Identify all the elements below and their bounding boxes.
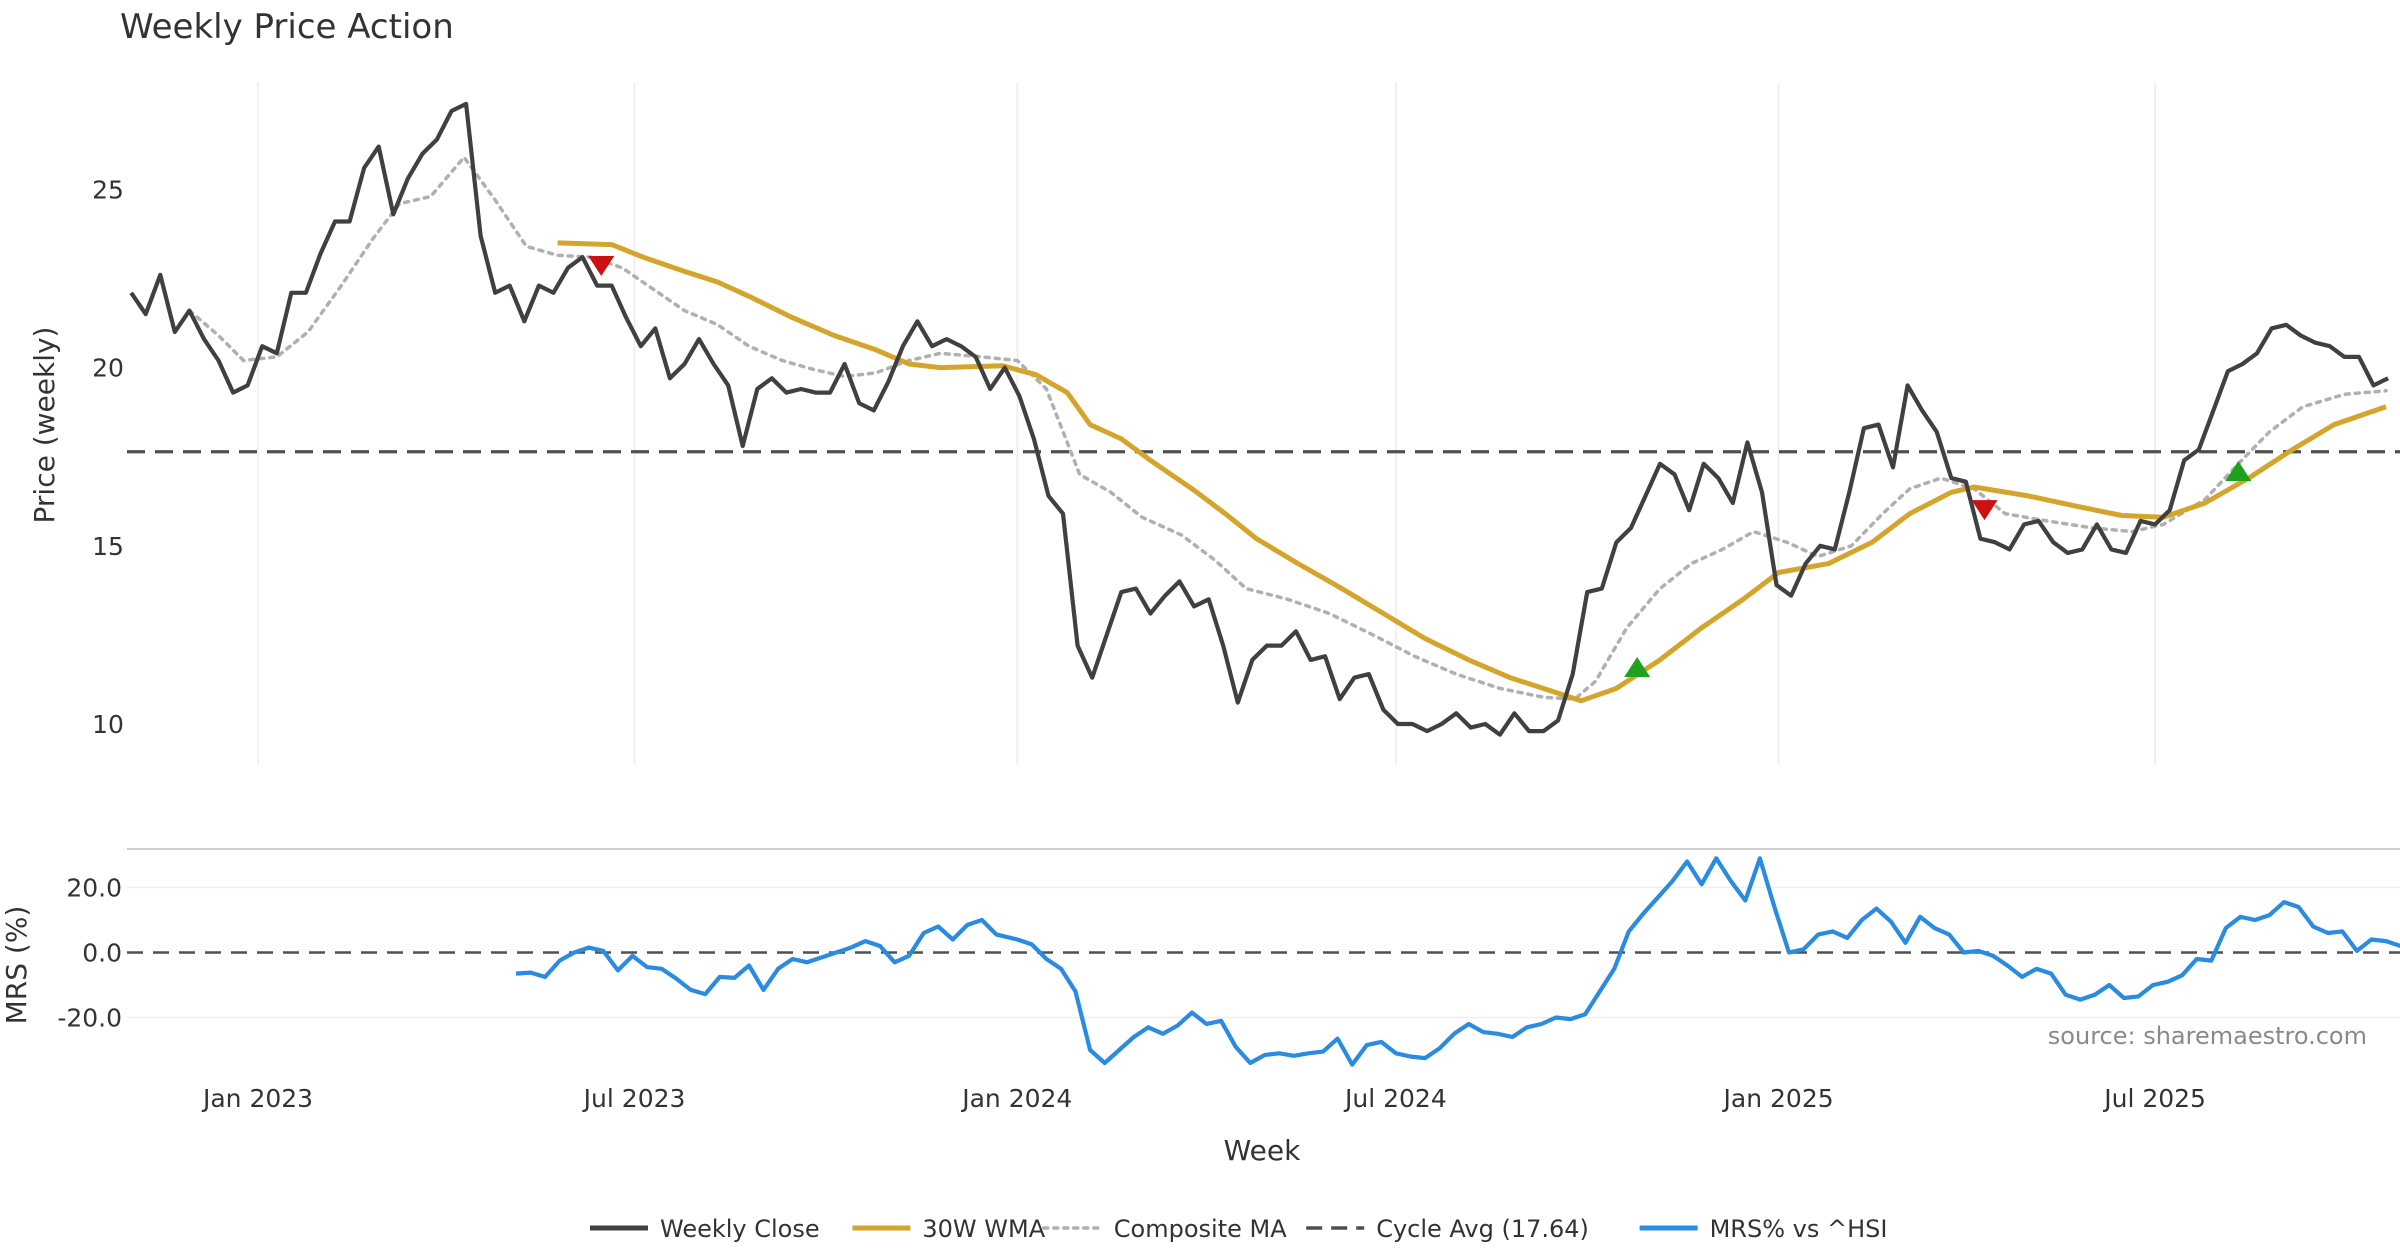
- legend: Weekly Close 30W WMA Composite MA Cycle Avg…: [590, 1215, 1887, 1243]
- chart-title: Weekly Price Action: [120, 7, 454, 47]
- x-axis: Jan 2023 Jul 2023 Jan 2024 Jul 2024 Jan 2025…: [201, 1084, 2206, 1113]
- price-y-tick-label: 15: [92, 532, 124, 561]
- sell-signal-marker: [588, 256, 615, 277]
- mrs-y-axis: 20.0 0.0 -20.0: [57, 874, 122, 1033]
- legend-label: Composite MA: [1114, 1215, 1287, 1243]
- mrs-y-tick-label: -20.0: [57, 1004, 122, 1033]
- signal-markers: [588, 256, 2252, 677]
- x-tick-label: Jul 2023: [582, 1084, 686, 1113]
- wma-30w-line: [557, 240, 2387, 704]
- price-y-tick-label: 10: [92, 710, 124, 739]
- legend-label: MRS% vs ^HSI: [1710, 1215, 1888, 1243]
- source-note: source: sharemaestro.com: [2048, 1022, 2367, 1050]
- price-y-axis: 10 15 20 25: [92, 175, 124, 739]
- x-tick-label: Jan 2025: [1722, 1084, 1834, 1113]
- x-tick-label: Jul 2024: [1343, 1084, 1447, 1113]
- price-y-axis-label: Price (weekly): [28, 327, 61, 524]
- price-grid: [257, 82, 2156, 765]
- mrs-series-group: [127, 856, 2400, 1067]
- mrs-y-axis-label: MRS (%): [0, 906, 33, 1025]
- buy-signal-marker: [2225, 460, 2252, 481]
- x-axis-label: Week: [1224, 1134, 1301, 1167]
- price-y-tick-label: 25: [92, 175, 124, 204]
- weekly-close-line: [129, 101, 2390, 737]
- price-y-tick-label: 20: [92, 354, 124, 383]
- legend-label: Cycle Avg (17.64): [1376, 1215, 1589, 1243]
- legend-label: Weekly Close: [660, 1215, 820, 1243]
- mrs-y-tick-label: 20.0: [66, 874, 122, 903]
- x-tick-label: Jul 2025: [2102, 1084, 2206, 1113]
- mrs-grid: [127, 886, 2400, 1019]
- buy-signal-marker: [1624, 656, 1651, 677]
- mrs-line: [515, 856, 2400, 1067]
- x-tick-label: Jan 2023: [201, 1084, 313, 1113]
- mrs-y-tick-label: 0.0: [82, 939, 122, 968]
- price-series-group: [127, 101, 2400, 737]
- legend-label: 30W WMA: [922, 1215, 1045, 1243]
- composite-ma-line: [187, 154, 2388, 701]
- x-tick-label: Jan 2024: [960, 1084, 1072, 1113]
- sell-signal-marker: [1971, 500, 1998, 521]
